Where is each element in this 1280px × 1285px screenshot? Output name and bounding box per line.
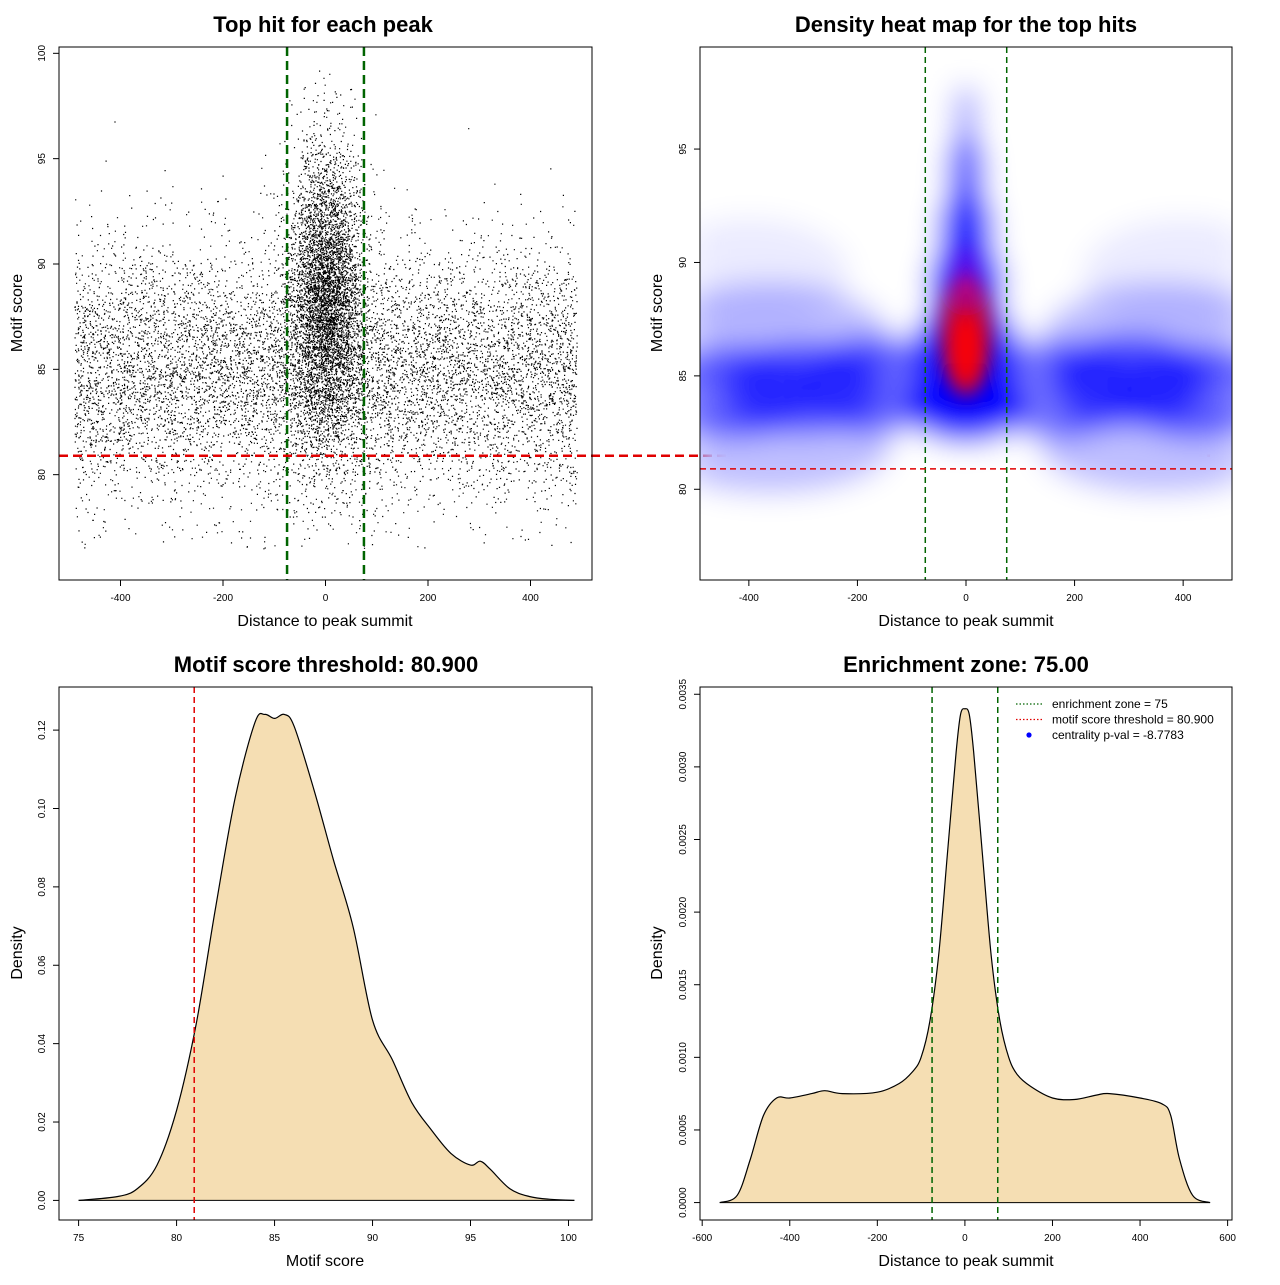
x-tick-label: 200 (420, 593, 437, 604)
y-tick-label: 0.0010 (678, 1042, 689, 1073)
panel-score-density: Motif score threshold: 80.900 75 80 85 90 95… (9, 652, 593, 1270)
x-axis-ticks: -600 -400 -200 0 200 400 600 (692, 1220, 1236, 1244)
y-tick-label: 85 (678, 370, 689, 382)
x-tick-label: 200 (1044, 1233, 1061, 1244)
y-tick-label: 0.0005 (678, 1114, 689, 1145)
x-tick-label: 90 (367, 1233, 379, 1244)
legend-label: motif score threshold = 80.900 (1052, 713, 1214, 727)
x-axis-label: Motif score (286, 1253, 364, 1270)
chart-title: Density heat map for the top hits (795, 12, 1137, 37)
reference-lines (700, 47, 1232, 580)
y-axis-ticks: 80 85 90 95 100 (37, 45, 59, 481)
x-axis-ticks: -400 -200 0 200 400 (739, 580, 1192, 604)
x-tick-label: 200 (1066, 593, 1083, 604)
chart-title: Top hit for each peak (213, 12, 433, 37)
plot-frame (58, 686, 593, 1221)
y-axis-label: Motif score (9, 274, 26, 352)
density-fill (719, 708, 1211, 1203)
y-axis-ticks: 0.0000 0.0005 0.0010 0.0015 0.0020 0.0025 0.00… (678, 679, 700, 1218)
x-tick-label: -400 (110, 593, 130, 604)
x-tick-label: 0 (962, 1233, 968, 1244)
density-blob (946, 131, 986, 212)
density-blob (1041, 403, 1232, 494)
x-tick-label: 0 (323, 593, 329, 604)
y-tick-label: 0.12 (37, 720, 48, 740)
y-tick-label: 0.06 (37, 955, 48, 975)
x-tick-label: 400 (522, 593, 539, 604)
x-tick-label: -200 (847, 593, 867, 604)
density-area (78, 712, 575, 1201)
y-tick-label: 0.10 (37, 798, 48, 818)
legend-label: enrichment zone = 75 (1052, 697, 1168, 711)
density-curve (78, 712, 575, 1201)
x-axis-label: Distance to peak summit (878, 613, 1054, 630)
x-tick-label: 85 (269, 1233, 281, 1244)
scatter-points (74, 70, 578, 550)
y-tick-label: 85 (37, 363, 48, 375)
x-tick-label: 400 (1175, 593, 1192, 604)
plot-frame (699, 686, 1233, 1221)
y-axis-label: Motif score (649, 274, 666, 352)
y-tick-label: 0.04 (37, 1033, 48, 1053)
scatter-point-cloud (74, 70, 578, 550)
x-tick-label: 75 (73, 1233, 85, 1244)
heatmap-image (700, 47, 1232, 580)
x-tick-label: 100 (560, 1233, 577, 1244)
y-tick-label: 0.0030 (678, 751, 689, 782)
y-tick-label: 80 (37, 469, 48, 481)
x-tick-label: 0 (963, 593, 969, 604)
y-axis-ticks: 80 85 90 95 (678, 143, 700, 495)
y-tick-label: 0.02 (37, 1112, 48, 1132)
y-axis-ticks: 0.00 0.02 0.04 0.06 0.08 0.10 0.12 (37, 720, 59, 1210)
density-blob (938, 186, 994, 271)
y-axis-label: Density (9, 926, 26, 979)
density-blob (952, 85, 980, 146)
x-tick-label: -400 (739, 593, 759, 604)
panel-heatmap: Density heat map for the top hits -400 -2… (649, 12, 1233, 630)
x-axis-ticks: -400 -200 0 200 400 (110, 580, 539, 604)
y-tick-label: 0.0020 (678, 896, 689, 927)
x-axis-label: Distance to peak summit (878, 1253, 1054, 1270)
x-tick-label: -200 (213, 593, 233, 604)
x-tick-label: -400 (780, 1233, 800, 1244)
chart-title: Enrichment zone: 75.00 (843, 652, 1089, 677)
y-tick-label: 0.0000 (678, 1187, 689, 1218)
density-blob (700, 218, 849, 329)
x-axis-ticks: 75 80 85 90 95 100 (73, 1220, 577, 1244)
y-tick-label: 0.0015 (678, 969, 689, 1000)
panel-distance-density: Enrichment zone: 75.00 -600 -400 -200 0 200 4… (649, 652, 1236, 1270)
x-tick-label: -600 (692, 1233, 712, 1244)
y-tick-label: 0.0035 (678, 679, 689, 710)
density-core (948, 310, 984, 387)
y-tick-label: 95 (678, 143, 689, 155)
legend: enrichment zone = 75 motif score threshol… (1016, 697, 1214, 742)
reference-lines (931, 687, 999, 1220)
legend-symbol (1026, 732, 1032, 738)
density-blob (1083, 218, 1232, 329)
y-tick-label: 95 (37, 153, 48, 165)
density-area (719, 708, 1211, 1204)
y-tick-label: 100 (37, 45, 48, 62)
x-tick-label: 80 (171, 1233, 183, 1244)
density-blob (700, 403, 891, 494)
legend-label: centrality p-val = -8.7783 (1052, 728, 1184, 742)
y-tick-label: 0.08 (37, 877, 48, 897)
x-tick-label: 400 (1132, 1233, 1149, 1244)
x-tick-label: 600 (1219, 1233, 1236, 1244)
x-axis-label: Distance to peak summit (237, 613, 413, 630)
y-tick-label: 90 (678, 256, 689, 268)
chart-title: Motif score threshold: 80.900 (174, 652, 478, 677)
y-tick-label: 0.00 (37, 1190, 48, 1210)
x-tick-label: -200 (867, 1233, 887, 1244)
y-axis-label: Density (649, 926, 666, 979)
density-core (954, 245, 978, 302)
density-fill (78, 713, 575, 1201)
y-tick-label: 90 (37, 258, 48, 270)
x-tick-label: 95 (465, 1233, 477, 1244)
density-curve (719, 708, 1211, 1204)
y-tick-label: 0.0025 (678, 824, 689, 855)
y-tick-label: 80 (678, 483, 689, 495)
